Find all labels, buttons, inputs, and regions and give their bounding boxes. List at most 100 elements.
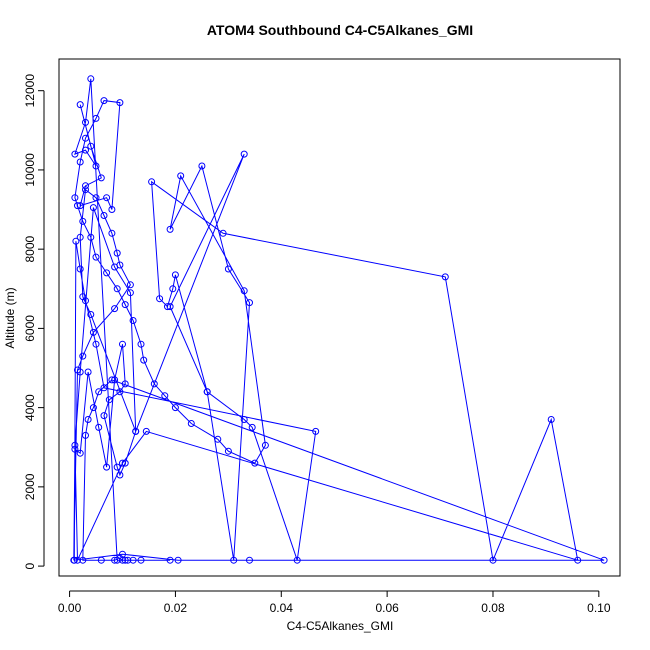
data-point bbox=[84, 368, 92, 376]
data-point bbox=[74, 556, 81, 564]
x-tick-label: 0.02 bbox=[164, 601, 188, 615]
data-point bbox=[116, 261, 124, 269]
data-point bbox=[103, 269, 111, 277]
data-point bbox=[119, 556, 126, 564]
data-point bbox=[574, 556, 582, 564]
data-point bbox=[72, 237, 80, 245]
data-point bbox=[137, 340, 145, 348]
data-point bbox=[113, 463, 121, 471]
data-point bbox=[230, 556, 238, 564]
y-axis: 0 2000 4000 6000 8000 10000 12000 bbox=[23, 74, 45, 569]
data-point bbox=[108, 376, 116, 384]
data-point bbox=[121, 301, 129, 309]
data-point bbox=[71, 441, 79, 449]
data-point bbox=[224, 265, 232, 273]
data-point bbox=[89, 404, 97, 412]
y-tick-label: 8000 bbox=[23, 235, 37, 262]
data-point bbox=[82, 118, 89, 126]
data-point bbox=[129, 556, 137, 564]
data-point bbox=[76, 101, 84, 109]
data-point bbox=[95, 388, 103, 396]
data-point bbox=[79, 352, 87, 360]
data-point bbox=[166, 225, 174, 233]
data-point bbox=[111, 376, 119, 384]
data-point bbox=[70, 556, 78, 564]
chart-title: ATOM4 Southbound C4-C5Alkanes_GMI bbox=[207, 22, 473, 38]
data-point bbox=[100, 412, 108, 420]
data-point bbox=[92, 114, 100, 122]
data-point bbox=[142, 427, 150, 435]
y-tick-label: 10000 bbox=[23, 153, 37, 187]
data-point bbox=[116, 388, 124, 396]
data-point bbox=[100, 384, 108, 392]
data-point bbox=[113, 285, 121, 293]
data-point bbox=[76, 233, 84, 241]
y-tick-label: 6000 bbox=[23, 315, 37, 342]
x-tick-label: 0.00 bbox=[58, 601, 82, 615]
data-point bbox=[293, 556, 301, 564]
data-point bbox=[246, 299, 253, 307]
data-point bbox=[82, 186, 89, 194]
data-point bbox=[82, 431, 89, 439]
data-point bbox=[174, 556, 182, 564]
data-point bbox=[121, 556, 129, 564]
data-point bbox=[261, 441, 269, 449]
data-point bbox=[87, 142, 95, 150]
data-point bbox=[116, 99, 124, 107]
data-point bbox=[164, 303, 171, 311]
data-point bbox=[169, 285, 177, 293]
data-point bbox=[171, 271, 179, 279]
data-point bbox=[103, 194, 111, 202]
y-tick-label: 4000 bbox=[23, 394, 37, 421]
x-tick-label: 0.10 bbox=[587, 601, 611, 615]
data-point bbox=[547, 416, 555, 423]
data-point bbox=[95, 423, 103, 431]
data-point bbox=[103, 463, 111, 471]
data-point bbox=[214, 435, 222, 443]
data-point bbox=[219, 229, 227, 237]
x-axis: 0.00 0.02 0.04 0.06 0.08 0.10 bbox=[58, 590, 611, 615]
data-point bbox=[87, 233, 95, 241]
x-tick-label: 0.08 bbox=[481, 601, 505, 615]
data-point bbox=[137, 556, 145, 564]
data-point bbox=[148, 178, 156, 186]
series-layer bbox=[70, 75, 608, 564]
data-point bbox=[82, 182, 89, 190]
data-point bbox=[489, 556, 497, 564]
data-point bbox=[171, 404, 179, 412]
data-point bbox=[92, 340, 100, 348]
data-point bbox=[187, 420, 195, 427]
data-point bbox=[224, 447, 232, 455]
data-point bbox=[89, 204, 97, 212]
y-tick-label: 2000 bbox=[23, 473, 37, 500]
data-point bbox=[246, 556, 253, 564]
data-point bbox=[240, 416, 248, 423]
data-point bbox=[121, 380, 129, 388]
data-point bbox=[119, 340, 126, 348]
data-point bbox=[240, 150, 248, 158]
x-tick-label: 0.04 bbox=[270, 601, 294, 615]
data-point bbox=[97, 556, 105, 564]
x-tick-label: 0.06 bbox=[375, 601, 399, 615]
data-point bbox=[74, 202, 81, 210]
data-point bbox=[166, 303, 174, 311]
data-point bbox=[150, 380, 158, 388]
data-point bbox=[100, 212, 108, 219]
data-point bbox=[177, 172, 185, 180]
data-point bbox=[108, 229, 116, 237]
y-axis-label: Altitude (m) bbox=[3, 287, 17, 348]
data-point bbox=[161, 392, 169, 400]
data-point bbox=[82, 297, 89, 305]
data-point bbox=[76, 265, 84, 273]
y-tick-label: 0 bbox=[23, 562, 37, 569]
data-point bbox=[156, 295, 164, 303]
data-point bbox=[82, 134, 89, 142]
plot-frame bbox=[58, 58, 621, 577]
data-point bbox=[97, 174, 105, 182]
data-point bbox=[111, 305, 119, 313]
y-tick-label: 12000 bbox=[23, 74, 37, 108]
data-point bbox=[116, 471, 124, 479]
data-point bbox=[198, 162, 206, 170]
data-point bbox=[441, 273, 449, 281]
data-point bbox=[79, 217, 87, 225]
